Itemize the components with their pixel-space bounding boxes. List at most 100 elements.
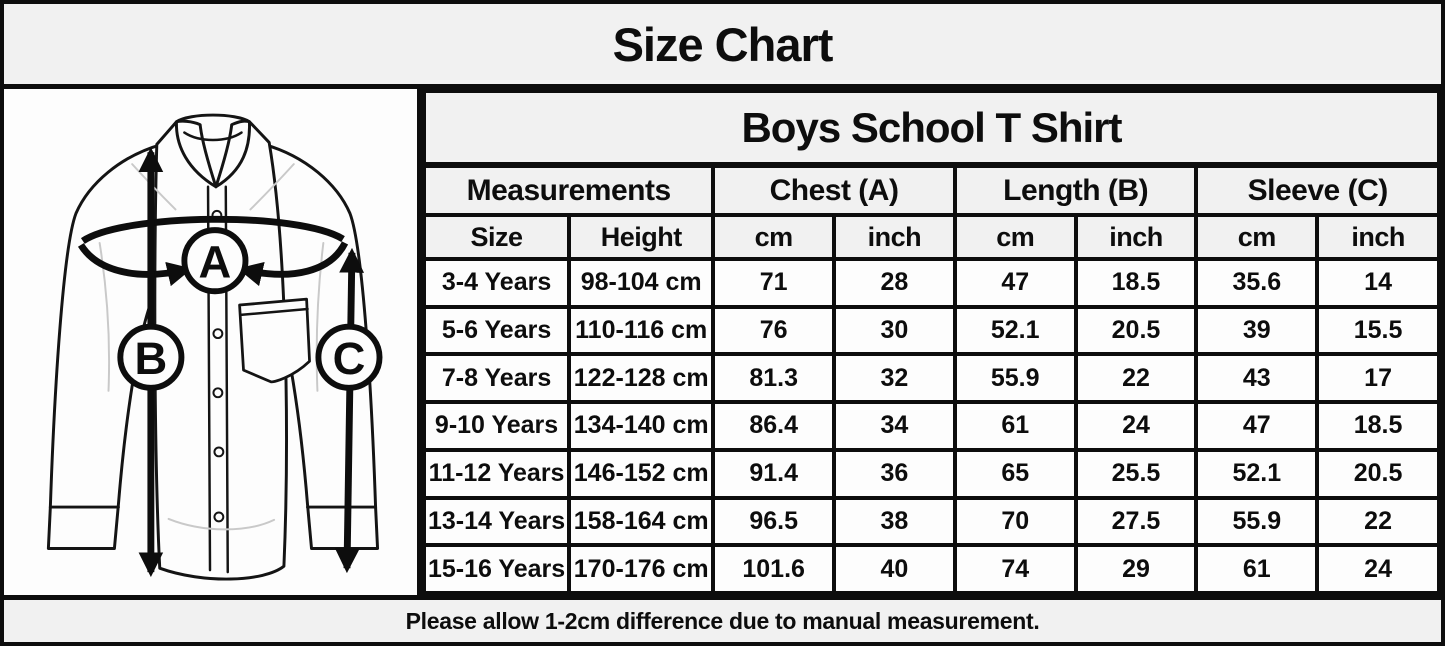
cell-height: 158-164 cm <box>567 495 716 548</box>
product-title: Boys School T Shirt <box>422 89 1441 168</box>
col-header-length-cm: cm <box>952 213 1078 261</box>
cell-sleeve-cm: 47 <box>1194 400 1320 452</box>
cell-chest-cm: 101.6 <box>711 543 837 595</box>
col-header-sleeve-inch: inch <box>1315 213 1441 261</box>
group-header-sleeve: Sleeve (C) <box>1194 163 1441 217</box>
chest-pocket <box>238 297 311 384</box>
cell-size: 9-10 Years <box>421 400 572 452</box>
col-header-length-inch: inch <box>1073 213 1199 261</box>
cell-chest-cm: 76 <box>711 304 837 357</box>
cell-length-inch: 29 <box>1073 543 1199 595</box>
cell-height: 146-152 cm <box>567 447 716 500</box>
cell-sleeve-inch: 24 <box>1315 543 1441 595</box>
chest-arrow-left <box>77 242 193 287</box>
shirt-measurement-diagram: A B C <box>46 113 383 581</box>
shirt-diagram-panel: A B C <box>4 89 422 595</box>
cell-length-inch: 20.5 <box>1073 304 1199 357</box>
cell-length-inch: 22 <box>1073 352 1199 405</box>
sleeve-label: C <box>333 333 366 384</box>
wrinkle-lines <box>98 163 325 531</box>
cell-sleeve-inch: 20.5 <box>1315 447 1441 500</box>
table-row: 15-16 Years 170-176 cm 101.6 40 74 29 61… <box>421 543 1441 595</box>
cell-sleeve-cm: 43 <box>1194 352 1320 405</box>
sleeve-arrow <box>334 247 365 574</box>
chest-label-badge: A <box>181 227 249 295</box>
cell-height: 170-176 cm <box>567 543 716 595</box>
cell-height: 110-116 cm <box>567 304 716 357</box>
table-row: 3-4 Years 98-104 cm 71 28 47 18.5 35.6 1… <box>421 257 1441 309</box>
cell-sleeve-cm: 55.9 <box>1194 495 1320 548</box>
group-header-length: Length (B) <box>952 163 1199 217</box>
group-header-chest: Chest (A) <box>711 163 957 217</box>
table-row: 13-14 Years 158-164 cm 96.5 38 70 27.5 5… <box>421 495 1441 548</box>
measurement-note: Please allow 1-2cm difference due to man… <box>405 607 1040 634</box>
cell-length-cm: 74 <box>952 543 1078 595</box>
cell-length-cm: 52.1 <box>952 304 1078 357</box>
cell-size: 5-6 Years <box>421 304 572 357</box>
cell-sleeve-cm: 39 <box>1194 304 1320 357</box>
cell-sleeve-inch: 17 <box>1315 352 1441 405</box>
cell-chest-inch: 38 <box>832 495 957 548</box>
cell-chest-inch: 28 <box>832 257 957 309</box>
chest-label: A <box>199 236 232 287</box>
table-row: 9-10 Years 134-140 cm 86.4 34 61 24 47 1… <box>421 400 1441 452</box>
col-header-chest-cm: cm <box>711 213 837 261</box>
cell-length-cm: 65 <box>952 447 1078 500</box>
col-header-sleeve-cm: cm <box>1194 213 1320 261</box>
cell-sleeve-inch: 18.5 <box>1315 400 1441 452</box>
table-row: 5-6 Years 110-116 cm 76 30 52.1 20.5 39 … <box>421 304 1441 357</box>
cell-size: 3-4 Years <box>421 257 572 309</box>
pocket-flap-line <box>239 307 309 317</box>
page-title: Size Chart <box>612 17 834 71</box>
cell-size: 11-12 Years <box>421 447 572 500</box>
size-table: Boys School T Shirt Measurements Chest (… <box>421 89 1441 595</box>
cell-length-cm: 55.9 <box>952 352 1078 405</box>
cell-chest-cm: 71 <box>711 257 837 309</box>
collar-right-flap <box>214 119 251 189</box>
title-bar: Size Chart <box>4 4 1441 89</box>
chest-arrow-top-arc <box>80 215 345 244</box>
cell-length-inch: 27.5 <box>1073 495 1199 548</box>
cell-size: 7-8 Years <box>421 352 572 405</box>
table-row: 11-12 Years 146-152 cm 91.4 36 65 25.5 5… <box>421 447 1441 500</box>
size-table-panel: Boys School T Shirt Measurements Chest (… <box>421 89 1441 595</box>
length-label-badge: B <box>117 323 185 391</box>
cell-length-cm: 61 <box>952 400 1078 452</box>
cell-chest-inch: 40 <box>832 543 957 595</box>
cell-chest-inch: 30 <box>832 304 957 357</box>
collar-band-line <box>183 131 243 142</box>
col-header-height: Height <box>567 213 716 261</box>
group-header-measurements: Measurements <box>421 163 716 217</box>
main-area: A B C <box>4 89 1441 595</box>
cell-chest-cm: 96.5 <box>711 495 837 548</box>
col-header-chest-inch: inch <box>832 213 957 261</box>
cell-sleeve-cm: 52.1 <box>1194 447 1320 500</box>
cell-length-inch: 24 <box>1073 400 1199 452</box>
cell-size: 13-14 Years <box>421 495 572 548</box>
sleeve-label-badge: C <box>315 323 383 391</box>
cell-chest-cm: 91.4 <box>711 447 837 500</box>
cell-sleeve-cm: 61 <box>1194 543 1320 595</box>
cell-chest-cm: 81.3 <box>711 352 837 405</box>
cell-length-cm: 47 <box>952 257 1078 309</box>
cell-chest-inch: 34 <box>832 400 957 452</box>
cell-sleeve-inch: 15.5 <box>1315 304 1441 357</box>
cell-sleeve-inch: 22 <box>1315 495 1441 548</box>
cell-sleeve-inch: 14 <box>1315 257 1441 309</box>
cell-height: 122-128 cm <box>567 352 716 405</box>
table-row: 7-8 Years 122-128 cm 81.3 32 55.9 22 43 … <box>421 352 1441 405</box>
footer-note-bar: Please allow 1-2cm difference due to man… <box>4 595 1441 642</box>
cell-length-inch: 18.5 <box>1073 257 1199 309</box>
cell-chest-inch: 36 <box>832 447 957 500</box>
col-header-size: Size <box>421 213 572 261</box>
cell-length-cm: 70 <box>952 495 1078 548</box>
cell-height: 134-140 cm <box>567 400 716 452</box>
cell-sleeve-cm: 35.6 <box>1194 257 1320 309</box>
length-label: B <box>134 333 167 384</box>
cell-length-inch: 25.5 <box>1073 447 1199 500</box>
measurement-badges: A B C <box>117 227 383 391</box>
collar-left-flap <box>175 119 218 189</box>
cell-height: 98-104 cm <box>567 257 716 309</box>
cell-chest-cm: 86.4 <box>711 400 837 452</box>
